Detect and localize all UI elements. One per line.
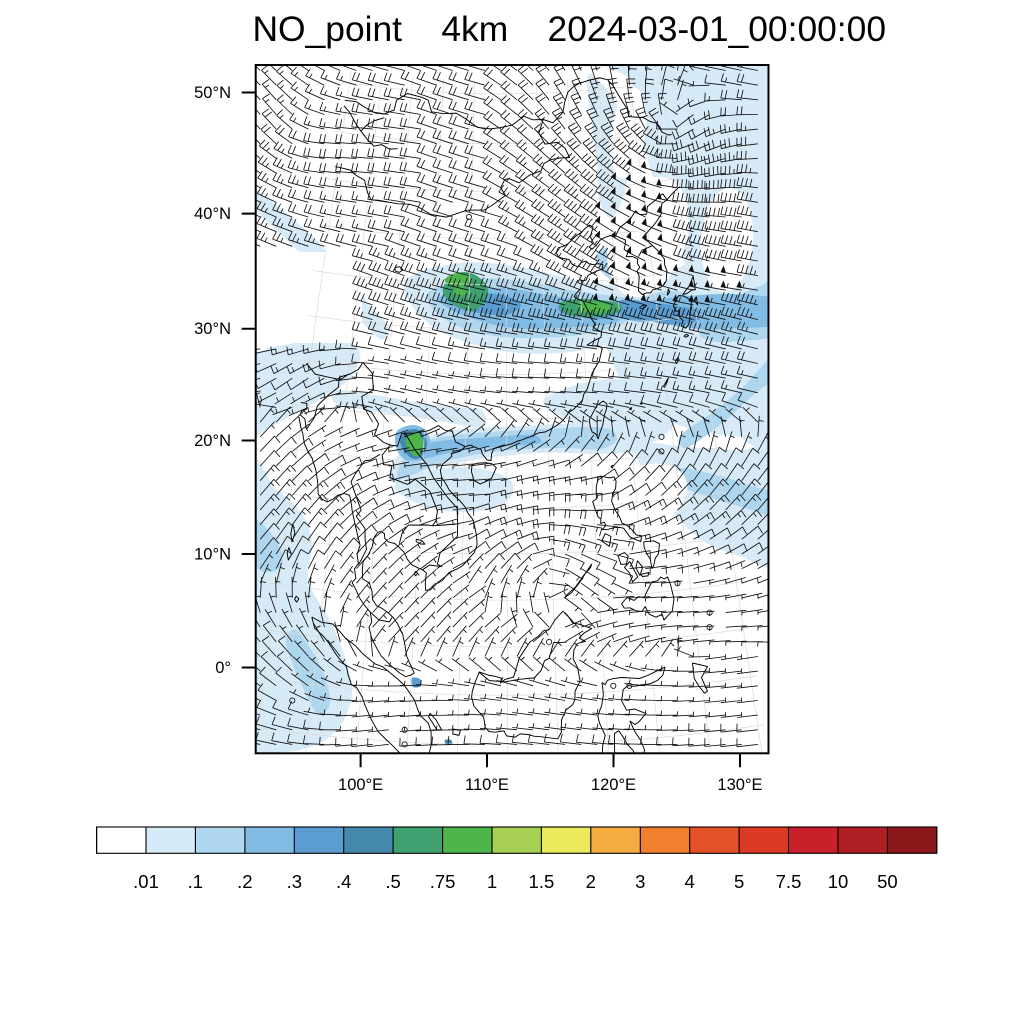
svg-text:50°N: 50°N (194, 84, 231, 102)
svg-text:40°N: 40°N (194, 205, 231, 223)
svg-text:100°E: 100°E (338, 776, 383, 794)
svg-text:7.5: 7.5 (776, 871, 802, 892)
svg-text:.01: .01 (133, 871, 159, 892)
svg-text:120°E: 120°E (591, 776, 636, 794)
svg-text:1.5: 1.5 (529, 871, 555, 892)
svg-text:.75: .75 (430, 871, 456, 892)
svg-text:.4: .4 (336, 871, 351, 892)
svg-text:110°E: 110°E (465, 776, 509, 794)
svg-text:0°: 0° (215, 659, 231, 677)
svg-text:.3: .3 (287, 871, 302, 892)
svg-text:5: 5 (734, 871, 744, 892)
svg-text:NO_point 4km 2024-03-01_: NO_point 4km 2024-03-01_00:00:00 (253, 9, 887, 49)
svg-text:50: 50 (877, 871, 898, 892)
svg-text:130°E: 130°E (717, 776, 762, 794)
svg-text:30°N: 30°N (194, 320, 231, 338)
svg-text:10°N: 10°N (194, 546, 231, 564)
svg-text:20°N: 20°N (194, 432, 231, 450)
svg-text:.2: .2 (237, 871, 252, 892)
svg-text:2: 2 (586, 871, 596, 892)
svg-text:.5: .5 (385, 871, 400, 892)
svg-text:3: 3 (635, 871, 645, 892)
svg-text:1: 1 (487, 871, 497, 892)
svg-text:10: 10 (828, 871, 849, 892)
svg-text:4: 4 (685, 871, 695, 892)
svg-text:.1: .1 (188, 871, 203, 892)
